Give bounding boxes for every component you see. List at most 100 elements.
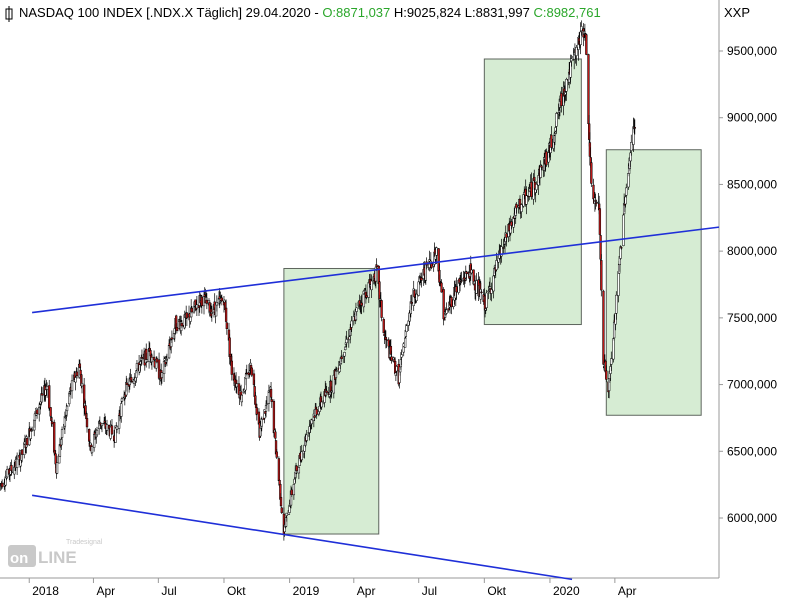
candle <box>125 378 129 392</box>
candle <box>415 289 418 303</box>
candle <box>480 290 483 294</box>
candle <box>632 117 635 152</box>
candle <box>225 322 228 335</box>
candle <box>260 416 263 432</box>
candle <box>105 419 109 436</box>
tradesignal-online-logo: on LINE Tradesignal <box>8 539 103 567</box>
candle <box>80 375 84 394</box>
candle <box>140 349 144 365</box>
candle <box>0 479 4 489</box>
candle <box>135 370 138 383</box>
candle <box>485 289 488 311</box>
candle <box>539 160 542 179</box>
candle <box>570 54 573 67</box>
candle <box>555 111 558 134</box>
candle <box>365 292 368 300</box>
candle <box>622 210 625 247</box>
x-tick-label: Apr <box>357 584 376 598</box>
candle <box>330 386 333 399</box>
highlight-box-3 <box>605 149 702 416</box>
candle <box>83 377 86 417</box>
candle <box>205 293 209 310</box>
x-tick-label: Jul <box>161 584 176 598</box>
candle <box>620 246 623 250</box>
candle <box>220 294 223 302</box>
candle <box>530 172 533 200</box>
candle <box>565 77 568 101</box>
candle <box>5 465 9 479</box>
candle <box>545 148 548 167</box>
candle <box>360 294 363 315</box>
candle <box>130 379 134 384</box>
candle <box>455 277 458 300</box>
candle <box>110 419 114 435</box>
candle <box>275 448 278 460</box>
candle <box>170 330 174 343</box>
close-label: C: <box>533 5 546 20</box>
close-value: 8982,761 <box>546 5 600 20</box>
candle <box>575 44 578 66</box>
x-tick-label: Okt <box>227 584 246 598</box>
candle <box>585 33 588 56</box>
candle <box>445 302 448 314</box>
candle <box>390 350 393 364</box>
candle <box>170 339 173 354</box>
candle <box>274 428 277 442</box>
candle <box>10 468 14 474</box>
chart-date: 29.04.2020 <box>246 5 311 20</box>
candle <box>420 272 423 288</box>
candle <box>115 425 119 434</box>
candle <box>55 455 59 475</box>
highlight-box-1 <box>283 267 380 535</box>
candle <box>510 218 513 230</box>
candle <box>49 407 52 420</box>
candle <box>344 346 347 351</box>
trendlines <box>31 226 720 581</box>
y-tick-label: 8500,000 <box>727 177 777 191</box>
candle <box>270 396 273 408</box>
x-tick-label: Okt <box>487 584 506 598</box>
candle <box>560 86 563 113</box>
candle <box>240 393 243 407</box>
candle <box>505 233 508 247</box>
candle <box>340 350 343 362</box>
candle <box>595 199 598 207</box>
candle <box>160 371 164 384</box>
candle <box>610 351 613 372</box>
candle <box>33 411 37 428</box>
candle <box>165 353 169 367</box>
candle <box>374 264 378 289</box>
candle <box>315 407 318 419</box>
candle <box>252 369 256 389</box>
svg-text:NASDAQ 100 INDEX [.NDX.X Tägl: NASDAQ 100 INDEX [.NDX.X Täglich] 29.04.… <box>19 5 601 20</box>
candle <box>130 374 133 382</box>
candle <box>335 367 338 372</box>
candle <box>185 312 189 326</box>
candle <box>215 295 218 312</box>
candle <box>269 381 273 401</box>
candle <box>310 418 313 430</box>
candle <box>280 506 283 515</box>
candle <box>395 365 398 375</box>
candle <box>78 359 82 369</box>
y-tick-label: 6500,000 <box>727 444 777 458</box>
candle <box>535 181 538 193</box>
candle <box>65 405 69 417</box>
chart-settings-icon[interactable] <box>5 6 13 22</box>
candle <box>515 202 518 214</box>
y-axis-ticks: 6000,000 6500,000 7000,000 7500,000 8000,000… <box>719 44 777 525</box>
candle <box>588 115 591 147</box>
candle <box>265 396 268 409</box>
candle <box>175 323 179 334</box>
candle <box>120 398 123 423</box>
x-tick-label: Apr <box>618 584 637 598</box>
candle <box>475 273 478 294</box>
candle <box>325 385 328 395</box>
candle <box>75 367 79 379</box>
candle <box>355 307 358 316</box>
candle <box>592 178 595 201</box>
low-label: L: <box>465 5 476 20</box>
candle <box>90 445 94 457</box>
candle <box>135 359 139 374</box>
candle <box>210 305 213 322</box>
